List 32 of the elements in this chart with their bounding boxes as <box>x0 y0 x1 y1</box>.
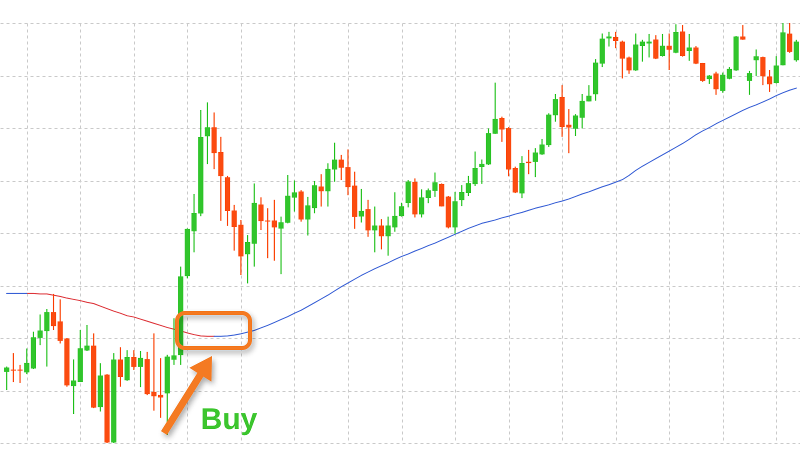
candlestick <box>787 22 792 54</box>
candlestick <box>606 31 612 48</box>
candlestick <box>204 102 210 165</box>
candlestick <box>318 174 324 208</box>
candlestick <box>358 188 364 224</box>
candlestick <box>740 24 746 40</box>
candlestick <box>746 70 752 96</box>
candlestick <box>406 179 411 208</box>
candlestick <box>526 149 532 175</box>
candlestick <box>666 32 672 71</box>
candlestick <box>673 24 678 54</box>
candlestick <box>131 350 136 371</box>
candlestick <box>760 56 766 86</box>
candlestick <box>680 24 686 58</box>
candlestick <box>124 350 130 382</box>
candlestick <box>766 69 772 92</box>
candlestick <box>398 202 404 218</box>
candlestick <box>653 34 658 60</box>
candlestick <box>613 31 618 49</box>
candlestick <box>754 48 759 77</box>
candlestick <box>4 366 10 391</box>
candlestick <box>372 206 378 253</box>
annotation: Buy <box>200 403 258 436</box>
candlestick <box>660 33 666 58</box>
candlestick <box>118 346 124 388</box>
candlestick <box>138 350 144 388</box>
candlestick <box>365 199 371 238</box>
candlestick <box>794 39 799 62</box>
candlestick <box>686 33 692 62</box>
candlestick <box>774 56 779 84</box>
candlestick <box>378 218 384 250</box>
candlestick <box>713 71 719 96</box>
